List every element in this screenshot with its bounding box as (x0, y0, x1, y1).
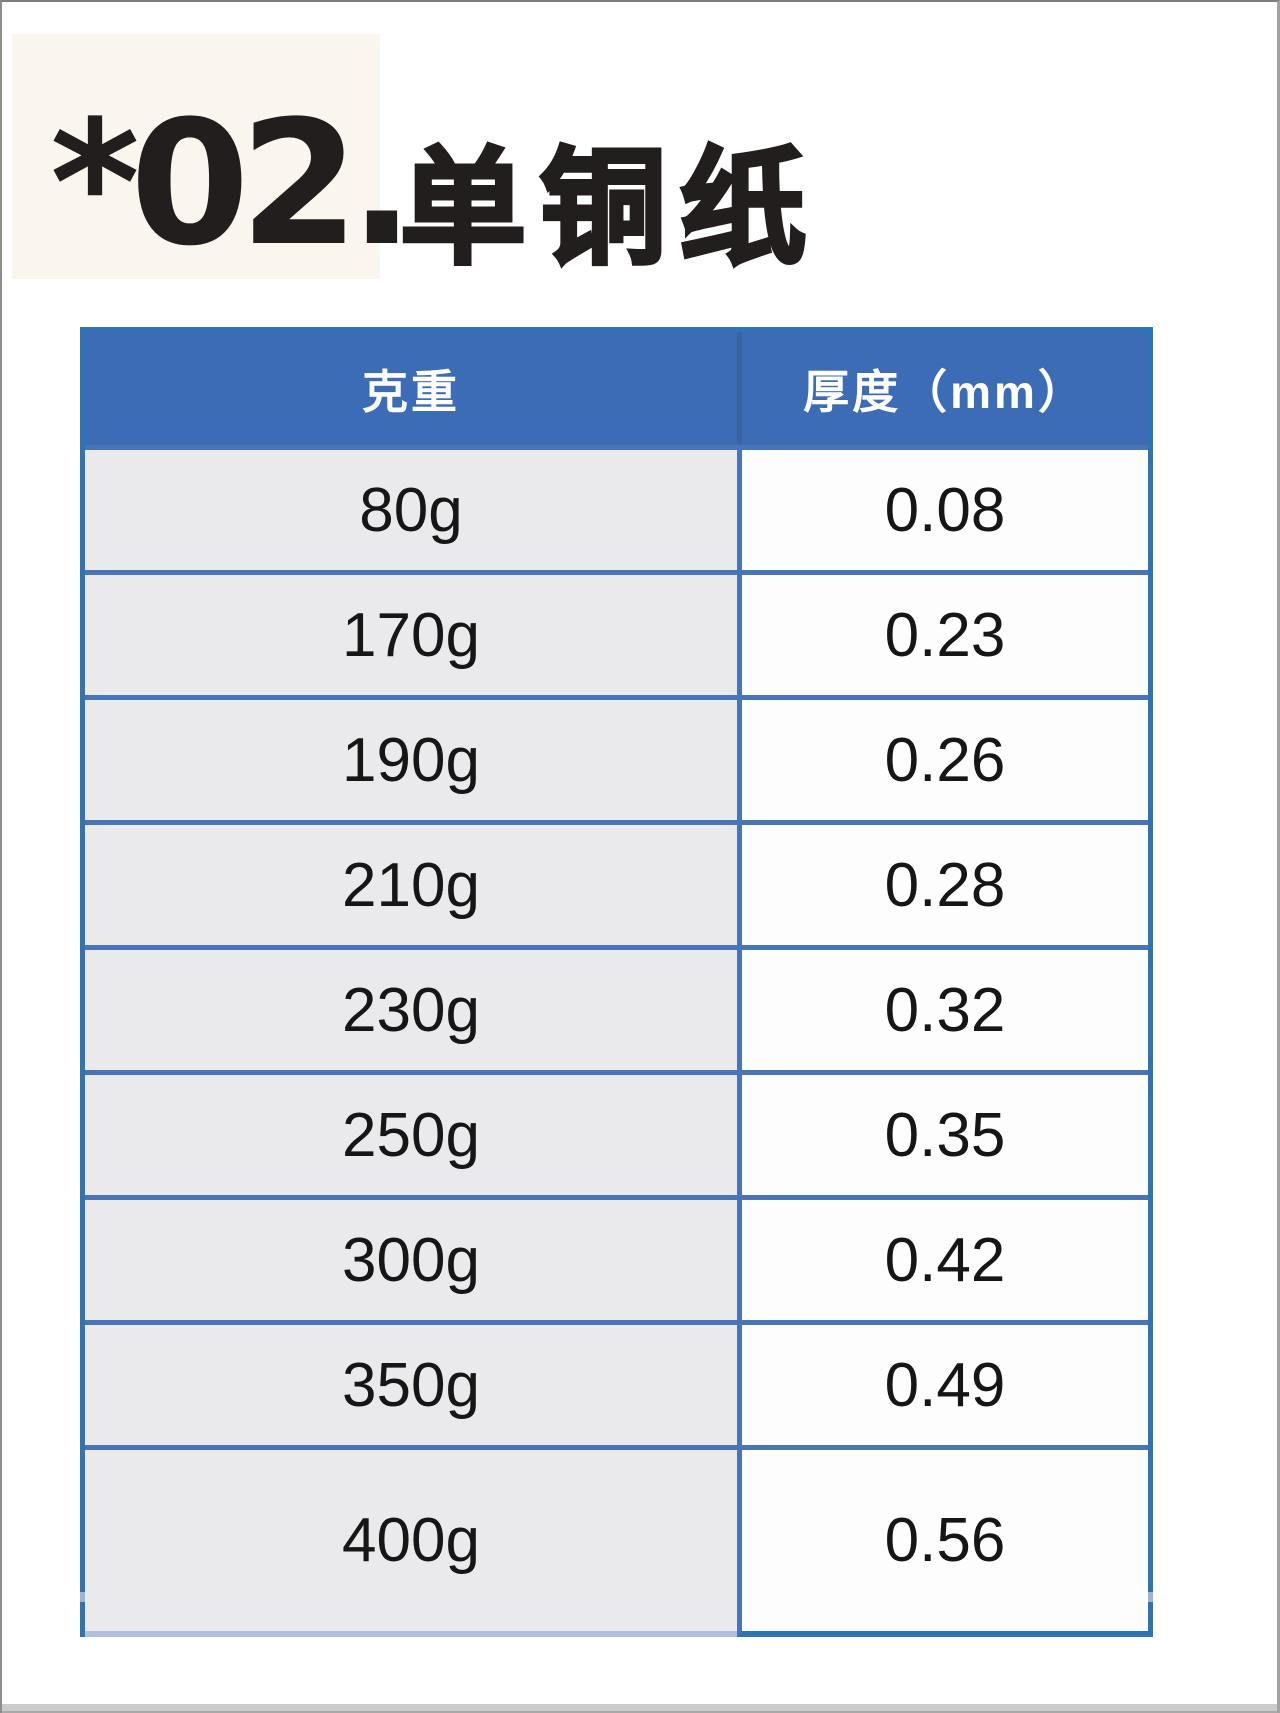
thickness-cell: 0.28 (737, 825, 1148, 945)
weight-cell: 80g (85, 450, 737, 570)
table-row: 210g 0.28 (85, 820, 1148, 945)
thickness-cell: 0.49 (737, 1325, 1148, 1445)
weight-cell: 400g (85, 1450, 737, 1637)
table-row: 350g 0.49 (85, 1320, 1148, 1445)
table-border-tick-left (80, 1592, 85, 1602)
column-header-thickness: 厚度（mm） (737, 332, 1148, 445)
table-row: 230g 0.32 (85, 945, 1148, 1070)
weight-cell: 190g (85, 700, 737, 820)
thickness-cell: 0.35 (737, 1075, 1148, 1195)
paper-spec-table: 克重 厚度（mm） 80g 0.08 170g 0.23 190g 0.26 210g 0.2… (80, 327, 1153, 1637)
weight-cell: 170g (85, 575, 737, 695)
weight-cell: 230g (85, 950, 737, 1070)
table-row: 400g 0.56 (85, 1445, 1148, 1637)
thickness-cell: 0.56 (737, 1450, 1148, 1637)
thickness-cell: 0.42 (737, 1200, 1148, 1320)
table-header-row: 克重 厚度（mm） (85, 332, 1148, 445)
weight-cell: 350g (85, 1325, 737, 1445)
weight-cell: 250g (85, 1075, 737, 1195)
column-header-weight: 克重 (85, 332, 737, 445)
weight-cell: 210g (85, 825, 737, 945)
table-row: 300g 0.42 (85, 1195, 1148, 1320)
table-row: 170g 0.23 (85, 570, 1148, 695)
thickness-cell: 0.23 (737, 575, 1148, 695)
page-title: 单铜纸 (398, 135, 820, 282)
table-row: 80g 0.08 (85, 445, 1148, 570)
table-row: 190g 0.26 (85, 695, 1148, 820)
thickness-cell: 0.32 (737, 950, 1148, 1070)
thickness-cell: 0.08 (737, 450, 1148, 570)
photo-bottom-edge (2, 1704, 1277, 1713)
title-highlight-box (12, 34, 380, 279)
table-border-tick-right (1148, 1592, 1153, 1602)
title-index: *02. (50, 83, 415, 284)
thickness-cell: 0.26 (737, 700, 1148, 820)
weight-cell: 300g (85, 1200, 737, 1320)
table-row: 250g 0.35 (85, 1070, 1148, 1195)
table-body: 80g 0.08 170g 0.23 190g 0.26 210g 0.28 230g 0.32 2… (85, 445, 1148, 1637)
